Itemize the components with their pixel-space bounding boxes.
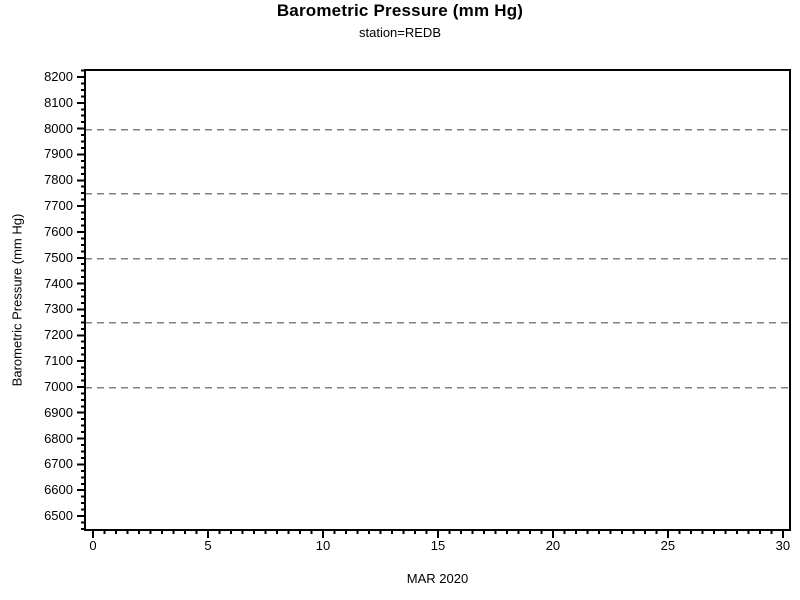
y-tick-label: 6500 <box>44 508 73 524</box>
x-tick-label: 30 <box>775 538 791 553</box>
y-tick-label: 7600 <box>44 223 73 239</box>
chart-title: Barometric Pressure (mm Hg) <box>276 1 524 20</box>
y-tick-label: 7300 <box>44 301 73 317</box>
y-tick-label: 7100 <box>44 353 73 369</box>
y-tick-label: 6800 <box>44 430 73 446</box>
y-tick-label: 6700 <box>44 456 73 472</box>
y-tick-label: 8000 <box>44 120 73 136</box>
y-tick-label: 8100 <box>44 94 73 110</box>
y-tick-label: 7200 <box>44 327 73 343</box>
x-axis-title: MAR 2020 <box>406 571 469 586</box>
x-tick-label: 20 <box>545 538 561 553</box>
y-tick-label: 7500 <box>44 249 73 265</box>
chart-subtitle: station=REDB <box>358 25 441 40</box>
y-tick-label: 7400 <box>44 275 73 291</box>
y-tick-label: 6900 <box>44 404 73 420</box>
x-tick-label: 15 <box>430 538 446 553</box>
plot-frame <box>84 69 791 531</box>
x-tick-label: 0 <box>89 538 97 553</box>
x-tick-label: 25 <box>660 538 676 553</box>
x-tick-label: 5 <box>204 538 212 553</box>
y-tick-label: 7800 <box>44 172 73 188</box>
x-tick-label: 10 <box>315 538 331 553</box>
y-tick-label: 7700 <box>44 198 73 214</box>
y-tick-label: 7000 <box>44 378 73 394</box>
y-tick-label: 6600 <box>44 482 73 498</box>
y-tick-label: 7900 <box>44 146 73 162</box>
y-tick-label: 8200 <box>44 68 73 84</box>
